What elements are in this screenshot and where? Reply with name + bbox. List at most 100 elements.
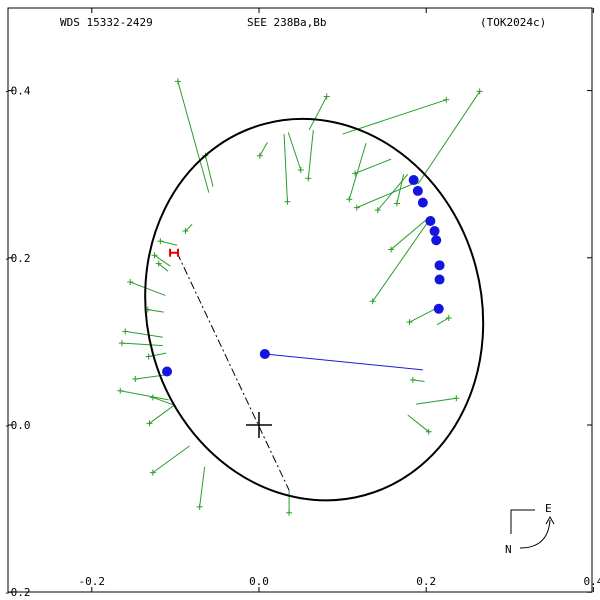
residual-line	[416, 397, 457, 405]
compass-east-label: E	[545, 502, 552, 515]
blue-residual-line	[264, 353, 423, 371]
compass-north-label: N	[505, 543, 512, 556]
residual-line	[409, 307, 438, 323]
blue-observation-point	[162, 366, 173, 377]
observation-plus-icon	[132, 376, 139, 383]
header-system-name: SEE 238Ba,Bb	[247, 16, 327, 29]
residual-line	[396, 174, 405, 204]
residual-line	[199, 466, 206, 507]
residual-line	[152, 445, 190, 474]
observation-plus-icon	[284, 198, 291, 205]
residual-line	[177, 81, 210, 193]
residual-line	[158, 263, 169, 272]
observation-plus-icon	[393, 200, 400, 207]
observation-plus-icon	[127, 279, 134, 286]
blue-observation-point	[434, 260, 445, 271]
observation-plus-icon	[297, 167, 304, 174]
residual-line	[185, 224, 193, 232]
observation-plus-icon	[425, 428, 432, 435]
residual-line	[160, 240, 178, 246]
plot-frame	[7, 7, 593, 593]
compass-axes	[510, 509, 535, 534]
observation-plus-icon	[406, 319, 413, 326]
y-tick-label: -0.0	[4, 419, 31, 432]
residual-line	[125, 330, 163, 338]
blue-observation-point	[433, 303, 444, 314]
observation-plus-icon	[155, 260, 162, 267]
residual-line	[130, 281, 166, 296]
observation-plus-icon	[149, 394, 156, 401]
blue-observation-point	[259, 348, 270, 359]
blue-observation-point	[429, 226, 440, 237]
observation-plus-icon	[353, 204, 360, 211]
observation-plus-icon	[453, 395, 460, 402]
blue-observation-point	[412, 185, 423, 196]
compass-arrowhead-icon	[545, 515, 555, 525]
x-tick-label: 0.4	[583, 575, 600, 588]
observation-plus-icon	[157, 238, 164, 245]
blue-observation-point	[425, 216, 436, 227]
residual-line	[120, 390, 169, 401]
observation-plus-icon	[122, 328, 129, 335]
observation-plus-icon	[196, 503, 203, 510]
residual-line	[407, 414, 430, 433]
residual-line	[377, 173, 409, 211]
blue-observation-point	[431, 235, 442, 246]
compass-arrow	[519, 519, 551, 549]
observation-plus-icon	[443, 96, 450, 103]
residual-line	[152, 396, 174, 406]
residual-line	[148, 352, 167, 357]
primary-star-cross-icon	[246, 412, 272, 438]
observation-plus-icon	[374, 207, 381, 214]
observation-plus-icon	[149, 469, 156, 476]
y-tick-label: -0.2	[4, 586, 31, 599]
residual-line	[348, 143, 367, 200]
residual-line	[259, 142, 268, 157]
observation-plus-icon	[323, 93, 330, 100]
observation-plus-icon	[145, 353, 152, 360]
orbit-ellipse	[144, 117, 485, 502]
header-reference: (TOK2024c)	[480, 16, 547, 29]
residual-line	[149, 404, 175, 424]
compass: N E	[505, 502, 555, 556]
residual-line	[308, 96, 328, 131]
observation-plus-icon	[118, 340, 125, 347]
residual-line	[356, 183, 413, 209]
y-tick-label: -0.2	[4, 252, 31, 265]
residual-line	[307, 129, 314, 179]
observation-plus-icon	[146, 420, 153, 427]
observation-plus-icon	[388, 246, 395, 253]
blue-observation-point	[417, 197, 428, 208]
observation-plus-icon	[151, 252, 158, 259]
y-tick-label: -0.4	[4, 85, 31, 98]
observation-plus-icon	[256, 152, 263, 159]
observation-plus-icon	[476, 88, 483, 95]
observation-plus-icon	[445, 314, 452, 321]
residual-line	[121, 342, 163, 347]
residual-line	[283, 134, 288, 202]
residual-line	[154, 254, 171, 267]
observation-plus-icon	[305, 175, 312, 182]
marker-layer	[169, 248, 272, 438]
observation-plus-icon	[286, 509, 293, 516]
x-tick-label: 0.2	[416, 575, 436, 588]
x-tick-label: 0.0	[249, 575, 269, 588]
observation-plus-icon	[117, 387, 124, 394]
observation-plus-icon	[346, 196, 353, 203]
blue-points-layer	[162, 175, 445, 377]
residual-layer	[117, 78, 483, 516]
residual-line	[436, 317, 450, 326]
observation-plus-icon	[182, 228, 189, 235]
orbit-layer	[144, 117, 485, 502]
residual-line	[390, 217, 430, 250]
residual-line	[417, 91, 481, 185]
residual-line	[205, 155, 214, 187]
x-tick-label: -0.2	[79, 575, 106, 588]
observation-plus-icon	[174, 78, 181, 85]
residual-line	[342, 99, 447, 135]
observation-plus-icon	[369, 298, 376, 305]
periastron-marker-icon	[169, 248, 180, 257]
line-of-nodes	[176, 252, 290, 491]
